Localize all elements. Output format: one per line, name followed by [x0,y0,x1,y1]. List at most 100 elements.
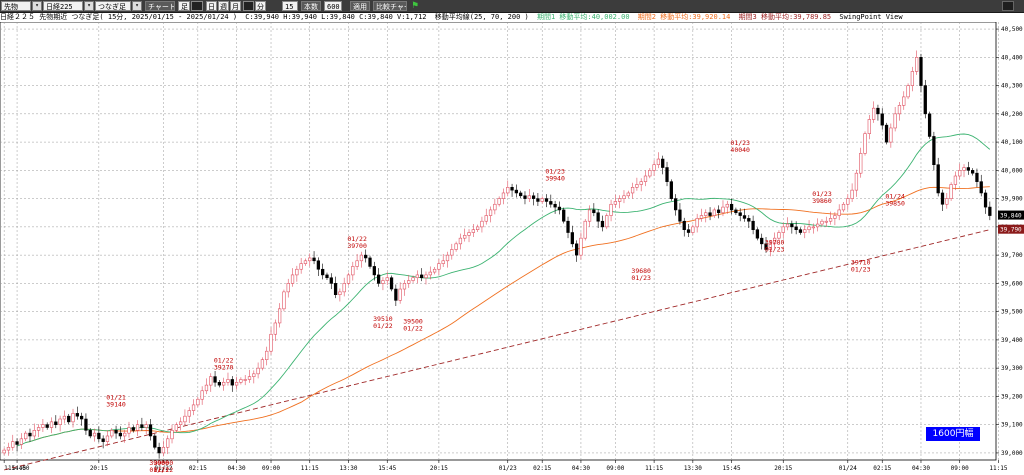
swing-price-label: 40040 [730,146,750,154]
x-tick-label: 02:15 [873,465,891,472]
swing-price-label: 39000 [149,459,169,467]
x-tick-label: 09:00 [262,465,280,472]
candle [945,198,949,205]
unit-minute-button[interactable]: 分 [255,1,266,11]
candle [708,212,712,216]
x-tick-label: 20:15 [430,465,448,472]
candle [760,237,764,245]
candle [717,209,721,214]
swing-date-label: 01/21 [149,466,169,474]
candle [622,195,626,199]
candle [230,379,234,386]
candle [596,212,600,222]
candle [372,266,376,276]
x-tick-label: 04:30 [228,465,246,472]
candle [884,124,889,143]
swing-date-label: 01/21 [106,393,126,401]
candle [790,223,794,228]
flag-icon[interactable]: ⚑ [410,1,422,11]
count-input[interactable]: 600 [324,1,342,11]
chart-type-button[interactable]: チャート [145,1,175,11]
candle [402,283,407,290]
candle [32,430,36,437]
contract-dropdown-icon[interactable]: ▾ [132,1,142,11]
ma-long-readout: 期間3 移動平均:39,789.85 [738,13,832,21]
candle [919,57,923,86]
candle [209,376,213,386]
contract-select[interactable]: つなぎ足 [95,1,131,11]
candle [940,192,945,205]
candle [123,432,127,437]
candle [665,167,669,182]
candle [463,235,467,239]
unit-minute-toggle[interactable] [243,1,254,11]
candle [600,220,605,228]
apply-button[interactable]: 適用 [350,1,370,11]
candle [630,187,635,194]
candle [385,277,389,281]
candle [850,189,854,199]
candle [699,215,704,219]
candle [282,291,286,310]
x-tick-label: 02:15 [189,465,207,472]
swing-date-label: 01/23 [765,246,785,254]
candle [170,430,174,440]
candle [983,192,988,208]
candle [833,215,837,219]
product-select[interactable]: 先物 [1,1,31,11]
y-tick-label: 39,300 [1001,365,1023,372]
candle [191,404,196,411]
index-select[interactable]: 日経225 [43,1,83,11]
candle [243,379,247,381]
candle [157,446,161,454]
candle [183,415,187,423]
unit-day-button[interactable]: 日 [206,1,217,11]
candle [67,415,71,423]
candle [583,220,587,239]
candle [355,260,359,267]
candle [751,220,755,230]
chart-title: 日経２２５ 先物期近 つなぎ足( 15分, 2025/01/15 - 2025/… [0,13,238,21]
price-chart[interactable]: 39,000 39,100 39,200 39,300 39,400 39,500 39,6… [0,22,1024,475]
window-button[interactable] [1002,1,1014,11]
candle [871,107,876,120]
x-tick-label: 15:45 [723,465,741,472]
long-ma-tag [998,224,1024,234]
bar-type-button[interactable]: 足 [178,1,190,11]
swing-price-label: 39860 [812,197,832,205]
candle-style-button[interactable] [191,1,203,11]
y-tick-label: 39,000 [1001,450,1023,457]
candle [566,220,570,233]
last-price-tag [998,210,1024,220]
ma-mid-line [25,186,990,444]
plot-area [0,22,997,461]
y-tick-label: 39,900 [1001,196,1023,203]
candle [661,158,665,168]
product-dropdown-icon[interactable]: ▾ [32,1,42,11]
candle [807,226,811,230]
candle [923,85,927,115]
candle [803,229,807,233]
candle [54,421,58,425]
range-badge: 1600円幅 [926,427,980,441]
candle [2,449,6,454]
candle [226,379,230,383]
swing-date-label: 01/23 [730,139,750,147]
chart-info-line: 日経２２５ 先物期近 つなぎ足( 15分, 2025/01/15 - 2025/… [0,13,907,22]
unit-month-button[interactable]: 月 [230,1,241,11]
unit-week-button[interactable]: 週 [218,1,229,11]
candle [574,243,579,256]
candle [407,280,411,284]
ma-mid-readout: 期間2 移動平均:39,920.14 [637,13,731,21]
y-tick-label: 39,100 [1001,422,1023,429]
candle [432,268,437,273]
minutes-input[interactable]: 15 [282,1,298,11]
x-tick-label: 11:15 [989,465,1007,472]
compare-chart-button[interactable]: 比較チャート [373,1,407,11]
candle [691,226,695,233]
candle [480,220,484,228]
index-dropdown-icon[interactable]: ▾ [84,1,94,11]
candle [772,237,777,245]
swing-date-label: 01/22 [373,322,393,330]
ma-settings: 移動平均線(25, 70, 200 ) [434,13,529,21]
